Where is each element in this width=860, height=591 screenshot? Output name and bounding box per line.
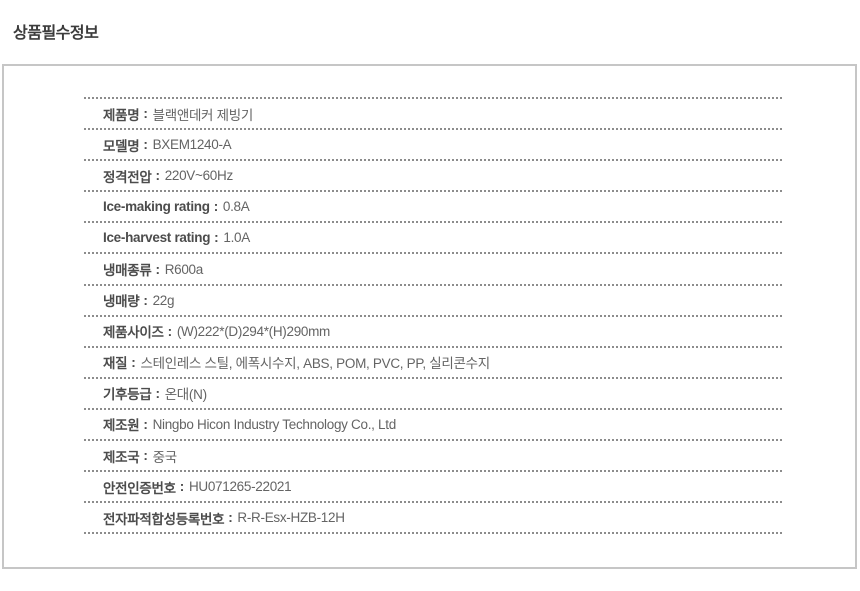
spec-label: 재질 xyxy=(103,356,128,372)
spec-separator: : xyxy=(143,416,148,432)
spec-row: 모델명: BXEM1240-A xyxy=(84,130,782,162)
spec-value: 스테인레스 스틸, 에폭시수지, ABS, POM, PVC, PP, 실리콘수… xyxy=(140,356,490,372)
spec-row: 제조원: Ningbo Hicon Industry Technology Co.… xyxy=(84,410,782,442)
spec-label: 기후등급 xyxy=(103,387,152,403)
spec-separator: : xyxy=(143,137,148,153)
spec-separator: : xyxy=(155,385,160,401)
spec-label: 냉매종류 xyxy=(103,263,152,279)
spec-value: BXEM1240-A xyxy=(152,137,232,153)
spec-separator: : xyxy=(167,323,173,339)
spec-row: 제품명: 블랙앤데커 제빙기 xyxy=(84,99,782,131)
spec-label: 안전인증번호 xyxy=(103,480,176,496)
spec-separator: : xyxy=(155,168,160,184)
spec-row: 재질: 스테인레스 스틸, 에폭시수지, ABS, POM, PVC, PP, 실… xyxy=(84,348,782,379)
spec-list: 제품명: 블랙앤데커 제빙기 모델명: BXEM1240-A 정격전압:220V~6… xyxy=(84,97,782,535)
spec-value: 220V~60Hz xyxy=(164,168,234,184)
spec-value: R600a xyxy=(164,261,204,277)
section-title: 상품필수정보 xyxy=(13,25,99,42)
spec-separator: : xyxy=(143,448,148,464)
spec-value: 1.0A xyxy=(223,230,250,246)
spec-label: Ice-harvest rating xyxy=(103,230,211,246)
spec-label: 제품사이즈 xyxy=(103,325,164,341)
spec-value: (W)222*(D)294*(H)290mm xyxy=(176,323,330,339)
spec-label: 냉매량 xyxy=(103,294,140,310)
spec-separator: : xyxy=(228,510,233,526)
spec-label: 모델명 xyxy=(103,138,140,154)
spec-separator: : xyxy=(213,199,219,215)
spec-row: 제조국: 중국 xyxy=(84,441,782,473)
spec-row: 기후등급: 온대(N) xyxy=(84,379,782,410)
spec-row: Ice-making rating:0.8A xyxy=(84,192,782,224)
spec-row: 냉매종류: R600a xyxy=(84,254,782,286)
spec-separator: : xyxy=(214,230,219,246)
spec-separator: : xyxy=(131,354,136,370)
spec-label: 정격전압 xyxy=(103,169,152,185)
spec-value: Ningbo Hicon Industry Technology Co., Lt… xyxy=(152,416,397,432)
spec-value: 온대(N) xyxy=(164,387,207,403)
spec-row: 전자파적합성등록번호: R-R-Esx-HZB-12H xyxy=(84,503,782,535)
spec-value: 중국 xyxy=(152,449,178,465)
spec-row: 냉매량:22g xyxy=(84,286,782,317)
spec-value: HU071265-22021 xyxy=(188,479,292,495)
spec-row: 정격전압:220V~60Hz xyxy=(84,161,782,193)
spec-value: 블랙앤데커 제빙기 xyxy=(152,107,254,123)
spec-row: 안전인증번호: HU071265-22021 xyxy=(84,472,782,504)
spec-label: 제조원 xyxy=(103,418,140,434)
spec-label: 제조국 xyxy=(103,449,140,465)
spec-label: 전자파적합성등록번호 xyxy=(103,511,225,527)
spec-value: R-R-Esx-HZB-12H xyxy=(237,510,345,526)
spec-label: 제품명 xyxy=(103,107,140,123)
spec-row: 제품사이즈: (W)222*(D)294*(H)290mm xyxy=(84,317,782,348)
spec-separator: : xyxy=(143,106,148,122)
spec-value: 22g xyxy=(152,292,175,308)
spec-separator: : xyxy=(143,292,148,308)
spec-label: Ice-making rating xyxy=(103,199,210,215)
spec-value: 0.8A xyxy=(222,199,250,215)
spec-separator: : xyxy=(155,261,160,277)
product-info-box: 제품명: 블랙앤데커 제빙기 모델명: BXEM1240-A 정격전압:220V~6… xyxy=(2,64,857,569)
spec-separator: : xyxy=(179,479,185,495)
spec-row: Ice-harvest rating:1.0A xyxy=(84,223,782,255)
